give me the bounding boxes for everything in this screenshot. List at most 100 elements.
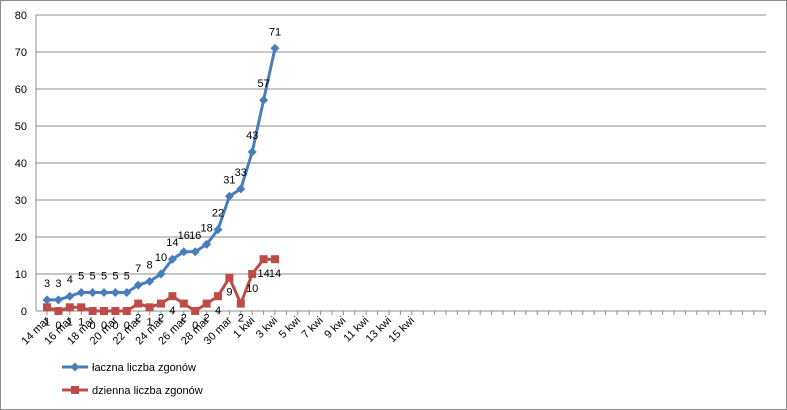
gridlines bbox=[36, 14, 766, 275]
data-label: 3 bbox=[44, 278, 50, 290]
y-tick-label: 50 bbox=[15, 121, 27, 133]
data-label: 57 bbox=[257, 78, 269, 90]
data-point-marker bbox=[65, 303, 74, 312]
data-label: 43 bbox=[246, 130, 258, 142]
data-point-marker bbox=[248, 270, 257, 278]
data-point-marker bbox=[88, 307, 97, 315]
data-point-marker bbox=[122, 288, 132, 297]
data-point-marker bbox=[259, 95, 269, 105]
y-tick-label: 0 bbox=[21, 306, 27, 318]
series-group bbox=[42, 43, 280, 315]
data-label: 2 bbox=[204, 313, 210, 325]
data-label: 2 bbox=[158, 313, 164, 325]
data-point-marker bbox=[53, 295, 63, 305]
data-label: 10 bbox=[155, 252, 167, 264]
data-label: 5 bbox=[112, 271, 118, 283]
data-point-marker bbox=[111, 307, 120, 315]
data-label: 14 bbox=[269, 268, 281, 280]
x-tick-label: 5 kwi bbox=[277, 315, 303, 341]
data-label: 1 bbox=[67, 316, 73, 328]
data-label: 4 bbox=[215, 305, 221, 317]
data-point-marker bbox=[42, 295, 52, 305]
data-label: 5 bbox=[124, 271, 130, 283]
data-point-marker bbox=[145, 276, 155, 286]
x-tick-label: 7 kwi bbox=[300, 315, 326, 341]
data-label: 5 bbox=[90, 271, 96, 283]
y-tick-label: 40 bbox=[15, 158, 27, 170]
data-point-marker bbox=[224, 191, 234, 201]
data-point-marker bbox=[179, 247, 189, 257]
y-tick-label: 30 bbox=[15, 195, 27, 207]
data-point-marker bbox=[77, 303, 86, 312]
data-label: 0 bbox=[101, 320, 107, 332]
data-label: 8 bbox=[147, 259, 153, 271]
data-label: 2 bbox=[135, 313, 141, 325]
data-point-marker bbox=[88, 288, 98, 297]
data-point-marker bbox=[157, 299, 165, 308]
data-label: 33 bbox=[235, 167, 247, 179]
data-point-marker bbox=[259, 255, 268, 264]
y-tick-label: 10 bbox=[15, 269, 27, 281]
legend-label: dzienna liczba zgonów bbox=[92, 385, 203, 397]
data-point-marker bbox=[168, 292, 177, 301]
data-label: 3 bbox=[55, 278, 61, 290]
data-point-marker bbox=[65, 291, 75, 301]
data-point-marker bbox=[99, 288, 109, 297]
data-point-marker bbox=[271, 255, 279, 264]
x-tick-label: 1 kwi bbox=[231, 315, 257, 341]
data-point-marker bbox=[191, 307, 200, 315]
data-point-marker bbox=[270, 43, 280, 53]
data-point-marker bbox=[247, 147, 257, 157]
data-label: 2 bbox=[181, 313, 187, 325]
y-tick-label: 80 bbox=[15, 10, 27, 22]
data-label: 22 bbox=[212, 208, 224, 220]
data-label: 10 bbox=[246, 283, 258, 295]
data-label: 0 bbox=[90, 320, 96, 332]
y-tick-label: 20 bbox=[15, 232, 27, 244]
data-point-marker bbox=[156, 269, 166, 279]
data-label: 71 bbox=[269, 26, 281, 38]
legend-marker-diamond bbox=[70, 362, 80, 372]
data-point-marker bbox=[202, 299, 211, 308]
data-label: 2 bbox=[238, 313, 244, 325]
data-label: 16 bbox=[189, 230, 201, 242]
legend-marker-square bbox=[71, 386, 79, 394]
data-label: 31 bbox=[223, 174, 235, 186]
data-label: 0 bbox=[192, 320, 198, 332]
y-tick-label: 70 bbox=[15, 47, 27, 59]
legend: łaczna liczba zgonów dzienna liczba zgonó… bbox=[62, 362, 203, 397]
data-point-marker bbox=[213, 225, 223, 235]
data-label: 1 bbox=[44, 316, 50, 328]
data-point-marker bbox=[167, 254, 177, 264]
data-point-marker bbox=[76, 288, 86, 297]
data-label: 5 bbox=[78, 271, 84, 283]
data-label: 0 bbox=[124, 320, 130, 332]
data-point-marker bbox=[236, 184, 246, 194]
data-label: 14 bbox=[257, 268, 269, 280]
data-point-marker bbox=[100, 307, 108, 315]
data-label: 16 bbox=[178, 230, 190, 242]
data-label: 0 bbox=[55, 320, 61, 332]
x-tick-label: 3 kwi bbox=[254, 315, 280, 341]
data-point-marker bbox=[122, 307, 131, 315]
data-point-marker bbox=[202, 239, 212, 249]
data-label: 7 bbox=[135, 263, 141, 275]
data-point-marker bbox=[225, 273, 234, 282]
data-label: 0 bbox=[112, 320, 118, 332]
data-point-marker bbox=[133, 280, 143, 290]
data-label: 1 bbox=[78, 316, 84, 328]
data-label: 9 bbox=[226, 287, 232, 299]
data-point-marker bbox=[190, 247, 200, 257]
data-point-marker bbox=[179, 299, 188, 308]
data-label: 14 bbox=[166, 237, 178, 249]
data-point-marker bbox=[214, 292, 222, 301]
data-label: 1 bbox=[147, 316, 153, 328]
data-label: 4 bbox=[67, 274, 73, 286]
data-point-marker bbox=[54, 307, 63, 315]
data-point-marker bbox=[110, 288, 120, 297]
x-tick-label: 15 kwi bbox=[386, 315, 417, 346]
y-tick-label: 60 bbox=[15, 84, 27, 96]
